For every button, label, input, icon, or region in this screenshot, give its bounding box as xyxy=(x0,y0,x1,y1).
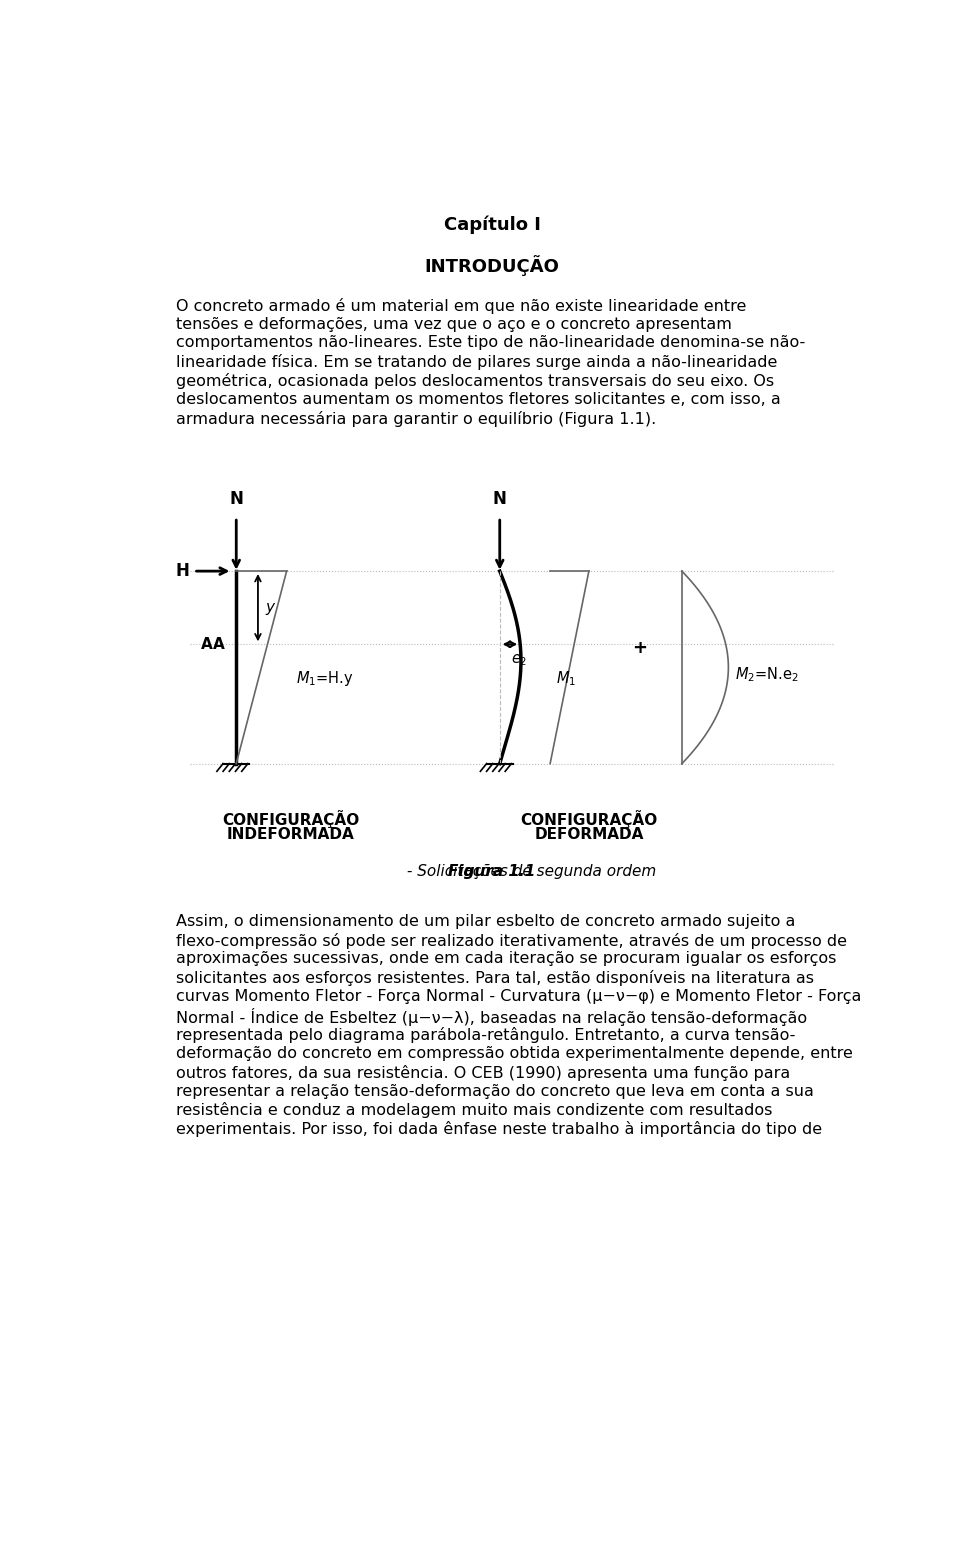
Text: N: N xyxy=(492,490,507,509)
Text: $M_1$=H.y: $M_1$=H.y xyxy=(296,670,353,689)
Text: solicitantes aos esforços resistentes. Para tal, estão disponíveis na literatura: solicitantes aos esforços resistentes. P… xyxy=(176,971,814,986)
Text: deformação do concreto em compressão obtida experimentalmente depende, entre: deformação do concreto em compressão obt… xyxy=(176,1045,852,1061)
Text: Assim, o dimensionamento de um pilar esbelto de concreto armado sujeito a: Assim, o dimensionamento de um pilar esb… xyxy=(176,914,795,929)
Text: flexo-compressão só pode ser realizado iterativamente, através de um processo de: flexo-compressão só pode ser realizado i… xyxy=(176,932,847,949)
Text: Capítulo I: Capítulo I xyxy=(444,216,540,234)
Text: $M_2$=N.e$_2$: $M_2$=N.e$_2$ xyxy=(734,665,799,684)
Text: tensões e deformações, uma vez que o aço e o concreto apresentam: tensões e deformações, uma vez que o aço… xyxy=(176,316,732,332)
Text: DEFORMADA: DEFORMADA xyxy=(534,827,643,842)
Text: Normal - Índice de Esbeltez (μ−ν−λ), baseadas na relação tensão-deformação: Normal - Índice de Esbeltez (μ−ν−λ), bas… xyxy=(176,1008,807,1027)
Text: armadura necessária para garantir o equilíbrio (Figura 1.1).: armadura necessária para garantir o equi… xyxy=(176,411,656,427)
Text: representada pelo diagrama parábola-retângulo. Entretanto, a curva tensão-: representada pelo diagrama parábola-retâ… xyxy=(176,1027,795,1042)
Text: INDEFORMADA: INDEFORMADA xyxy=(227,827,354,842)
Text: outros fatores, da sua resistência. O CEB (1990) apresenta uma função para: outros fatores, da sua resistência. O CE… xyxy=(176,1064,790,1081)
Text: $M_1$: $M_1$ xyxy=(557,670,576,689)
Text: A: A xyxy=(213,637,225,651)
Text: A: A xyxy=(201,637,213,651)
Text: linearidade física. Em se tratando de pilares surge ainda a não-linearidade: linearidade física. Em se tratando de pi… xyxy=(176,354,778,371)
Text: - Solicitações de segunda ordem: - Solicitações de segunda ordem xyxy=(402,864,657,879)
Text: INTRODUÇÃO: INTRODUÇÃO xyxy=(424,256,560,276)
Text: Figura 1.1: Figura 1.1 xyxy=(448,864,536,879)
Text: resistência e conduz a modelagem muito mais condizente com resultados: resistência e conduz a modelagem muito m… xyxy=(176,1103,772,1118)
Text: $e_2$: $e_2$ xyxy=(511,651,527,667)
Text: CONFIGURAÇÃO: CONFIGURAÇÃO xyxy=(222,810,359,828)
Text: N: N xyxy=(229,490,243,509)
Text: aproximações sucessivas, onde em cada iteração se procuram igualar os esforços: aproximações sucessivas, onde em cada it… xyxy=(176,951,836,966)
Text: comportamentos não-lineares. Este tipo de não-linearidade denomina-se não-: comportamentos não-lineares. Este tipo d… xyxy=(176,335,805,351)
Text: +: + xyxy=(632,639,647,658)
Text: representar a relação tensão-deformação do concreto que leva em conta a sua: representar a relação tensão-deformação … xyxy=(176,1084,814,1098)
Text: H: H xyxy=(176,561,190,580)
Text: O concreto armado é um material em que não existe linearidade entre: O concreto armado é um material em que n… xyxy=(176,298,746,313)
Text: geométrica, ocasionada pelos deslocamentos transversais do seu eixo. Os: geométrica, ocasionada pelos deslocament… xyxy=(176,374,774,389)
Text: curvas Momento Fletor - Força Normal - Curvatura (μ−ν−φ) e Momento Fletor - Forç: curvas Momento Fletor - Força Normal - C… xyxy=(176,990,861,1003)
Text: CONFIGURAÇÃO: CONFIGURAÇÃO xyxy=(520,810,658,828)
Text: deslocamentos aumentam os momentos fletores solicitantes e, com isso, a: deslocamentos aumentam os momentos fleto… xyxy=(176,392,780,406)
Text: experimentais. Por isso, foi dada ênfase neste trabalho à importância do tipo de: experimentais. Por isso, foi dada ênfase… xyxy=(176,1121,822,1137)
Text: y: y xyxy=(266,600,275,616)
